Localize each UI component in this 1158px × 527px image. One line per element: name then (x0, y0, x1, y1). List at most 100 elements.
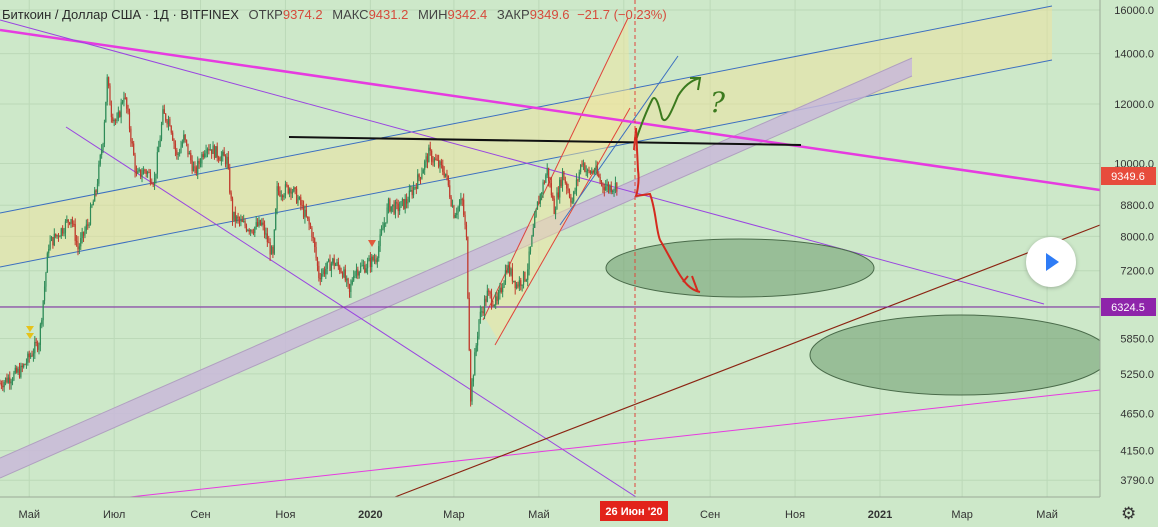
candle-body (294, 187, 296, 189)
candle-body (428, 147, 430, 163)
candle-body (7, 377, 9, 383)
magenta-support-line[interactable] (129, 389, 1101, 498)
candle-body (362, 265, 365, 267)
candle-body (599, 176, 601, 182)
candle-body (463, 199, 465, 215)
candle-body (329, 259, 331, 271)
candle-body (392, 204, 394, 207)
red-bearish-arrow[interactable] (633, 127, 701, 293)
purple-diagonal-top[interactable] (0, 19, 1045, 305)
low-value: 9342.4 (447, 7, 488, 22)
candle-body (429, 147, 431, 151)
candle-body (192, 166, 195, 172)
candle-body (174, 143, 177, 151)
candle-body (198, 160, 200, 164)
play-icon (1046, 253, 1059, 271)
candle-body (361, 265, 363, 267)
hand-drawn-arrows[interactable]: ? (633, 77, 726, 293)
candle-body (234, 211, 236, 222)
play-button[interactable] (1026, 237, 1076, 287)
candle-body (268, 242, 270, 244)
crosshair-date-badge-bg (600, 501, 668, 521)
gray-band-edge-lower (0, 75, 913, 479)
purple-diagonal-steep[interactable] (65, 126, 637, 498)
candle-body (610, 185, 612, 192)
candle-body (528, 251, 530, 270)
candle-body (325, 268, 327, 275)
earnings-marker-2 (26, 333, 34, 339)
candle-body (35, 342, 37, 344)
candle-body (488, 290, 490, 292)
price-badge-text: 9349.6 (1111, 171, 1145, 183)
candle-body (108, 77, 110, 86)
candle-body (613, 189, 615, 191)
candle-body (405, 199, 408, 204)
candle-body (190, 152, 192, 161)
candle-body (373, 259, 376, 261)
candle-body (131, 141, 133, 144)
target-ellipse-1[interactable] (605, 238, 875, 298)
magenta-resistance-line[interactable] (0, 28, 1101, 192)
wedge-blue-line[interactable] (559, 55, 679, 226)
yellow-channel-band (0, 6, 1052, 267)
brown-trend-line[interactable] (394, 224, 1101, 498)
candle-body (302, 205, 305, 218)
candle-body (387, 199, 390, 208)
candle-body (119, 111, 121, 117)
y-tick-label: 14000.0 (1114, 49, 1154, 61)
candle-body (442, 165, 444, 172)
target-ellipse-2[interactable] (809, 314, 1111, 396)
candle-body (140, 169, 142, 177)
candle-body (393, 204, 395, 214)
candle-body (350, 284, 352, 292)
green-bullish-arrow[interactable] (635, 77, 702, 141)
candle-body (0, 383, 2, 386)
candle-body (202, 154, 204, 158)
settings-gear-icon[interactable]: ⚙ (1121, 504, 1137, 523)
candle-body (96, 183, 99, 193)
time-axis[interactable]: МайИюлСенНоя2020МарМайИюлСенНоя2021МарМа… (0, 496, 1158, 527)
candle-body (34, 342, 36, 354)
candle-body (552, 195, 554, 199)
candle-body (251, 229, 253, 233)
candle-body (301, 205, 303, 207)
symbol-name[interactable]: Биткоин / Доллар США (2, 7, 142, 22)
channel-upper-line[interactable] (0, 5, 1053, 214)
candle-body (38, 345, 40, 350)
candle-body (218, 157, 220, 160)
price-axis[interactable]: 16000.014000.012000.010000.08800.08000.0… (1099, 0, 1158, 497)
drawings[interactable] (0, 5, 1111, 498)
candle-body (438, 159, 440, 167)
black-horizontal-level[interactable] (288, 136, 802, 146)
candle-body (180, 146, 182, 153)
price-badge-bg (1101, 167, 1156, 185)
candle-body (489, 291, 491, 294)
candle-body (503, 282, 505, 288)
candle-body (607, 183, 610, 191)
candle-body (135, 171, 138, 174)
candle-body (525, 279, 527, 281)
candle-body (580, 164, 582, 173)
candle-body (311, 227, 313, 238)
time-axis-bg (0, 497, 1158, 527)
candle-body (20, 365, 22, 378)
interval-label[interactable]: 1Д (152, 7, 169, 22)
candle-body (124, 97, 126, 99)
candle-body (227, 156, 229, 169)
wedge-red-lower[interactable] (494, 107, 631, 346)
candle-body (436, 159, 438, 161)
candle-body (336, 262, 338, 265)
candle-body (236, 216, 238, 222)
candle-body (71, 219, 74, 224)
y-tick-label: 5850.0 (1120, 334, 1154, 346)
candle-body (536, 201, 539, 210)
candle-body (237, 216, 239, 219)
candle-body (389, 199, 391, 212)
candle-body (245, 225, 248, 231)
candle-body (159, 139, 161, 147)
earnings-marker-1 (26, 326, 34, 332)
candle-body (275, 209, 277, 230)
candle-body (215, 146, 217, 158)
